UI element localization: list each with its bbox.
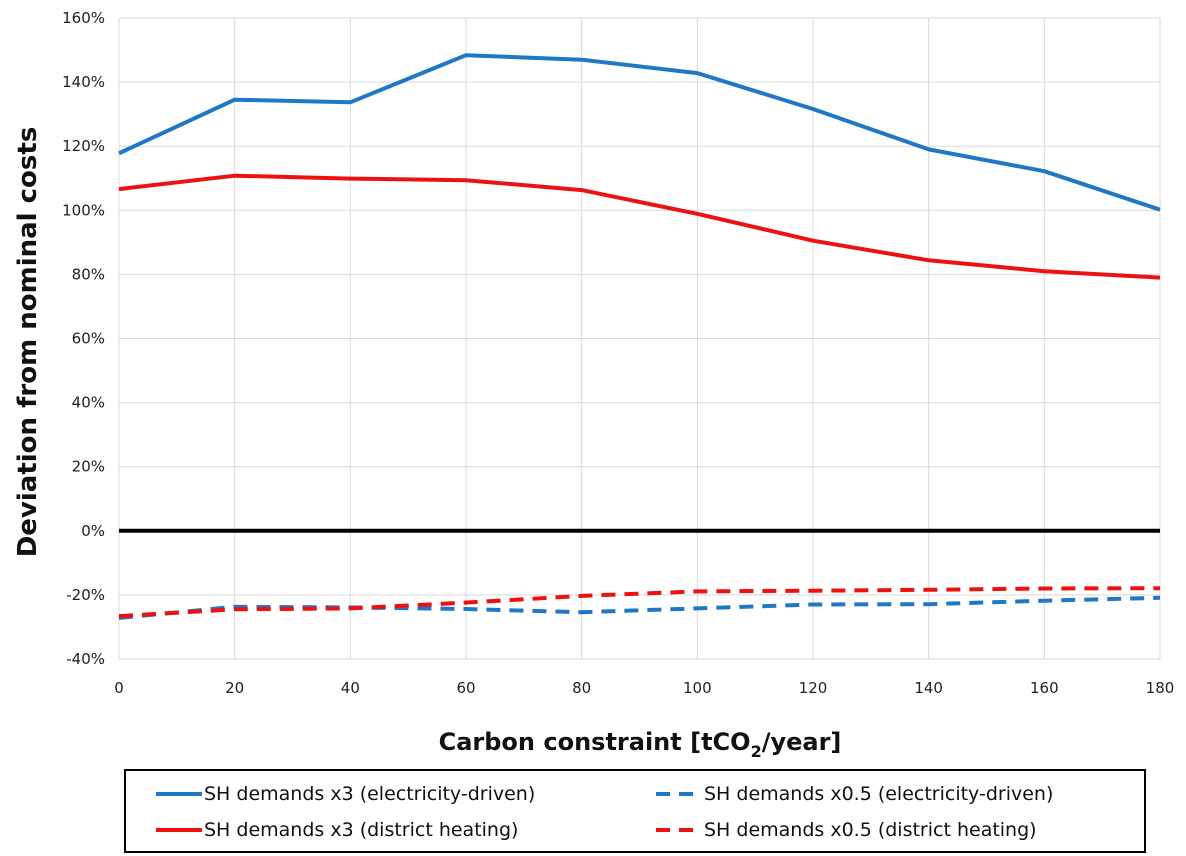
- x-tick-label: 60: [456, 679, 475, 697]
- y-tick-label: 140%: [62, 73, 105, 91]
- series-line-1: [118, 53, 1161, 212]
- y-tick-labels: -40% -20% 0% 20% 40% 60% 80% 100% 120% 140% 160%: [62, 9, 105, 668]
- x-axis-title-main: Carbon constraint [tCO: [439, 728, 751, 756]
- y-tick-label: 160%: [62, 9, 105, 27]
- legend: SH demands x3 (electricity-driven) SH dem…: [124, 769, 1146, 853]
- x-tick-label: 100: [683, 679, 712, 697]
- x-axis-title: Carbon constraint [tCO2/year]: [439, 728, 842, 761]
- x-tick-label: 180: [1146, 679, 1175, 697]
- y-tick-label: -40%: [66, 650, 105, 668]
- x-tick-labels: 0 20 40 60 80 100 120 140 160 180: [114, 679, 1174, 697]
- x-axis-title-tail: /year]: [762, 728, 842, 756]
- y-tick-label: 100%: [62, 201, 105, 219]
- series-line-4: [118, 586, 1161, 619]
- y-tick-label: 80%: [72, 265, 105, 283]
- series-line-2: [118, 595, 1161, 620]
- x-tick-label: 140: [914, 679, 943, 697]
- legend-label: SH demands x3 (electricity-driven): [204, 783, 535, 805]
- y-tick-label: 120%: [62, 137, 105, 155]
- x-tick-label: 160: [1030, 679, 1059, 697]
- y-axis-title: Deviation from nominal costs: [13, 127, 43, 558]
- x-tick-label: 80: [572, 679, 591, 697]
- series-line-3: [118, 173, 1161, 280]
- y-tick-label: 60%: [72, 330, 105, 348]
- y-tick-label: 20%: [72, 458, 105, 476]
- legend-label: SH demands x0.5 (district heating): [704, 819, 1037, 841]
- y-tick-label: 40%: [72, 394, 105, 412]
- x-axis-title-subscript: 2: [751, 742, 762, 761]
- gridlines: [118, 17, 1161, 660]
- legend-label: SH demands x0.5 (electricity-driven): [704, 783, 1053, 805]
- series-lines: [118, 53, 1161, 620]
- x-tick-label: 0: [114, 679, 124, 697]
- y-tick-label: 0%: [81, 522, 105, 540]
- legend-box: [124, 769, 1146, 853]
- legend-label: SH demands x3 (district heating): [204, 819, 518, 841]
- legend-items: SH demands x3 (electricity-driven) SH dem…: [156, 783, 1053, 841]
- x-tick-label: 120: [799, 679, 828, 697]
- x-tick-label: 20: [225, 679, 244, 697]
- x-tick-label: 40: [341, 679, 360, 697]
- y-tick-label: -20%: [66, 586, 105, 604]
